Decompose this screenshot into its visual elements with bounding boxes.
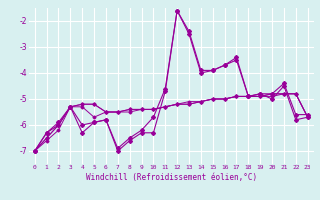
X-axis label: Windchill (Refroidissement éolien,°C): Windchill (Refroidissement éolien,°C) [86, 173, 257, 182]
